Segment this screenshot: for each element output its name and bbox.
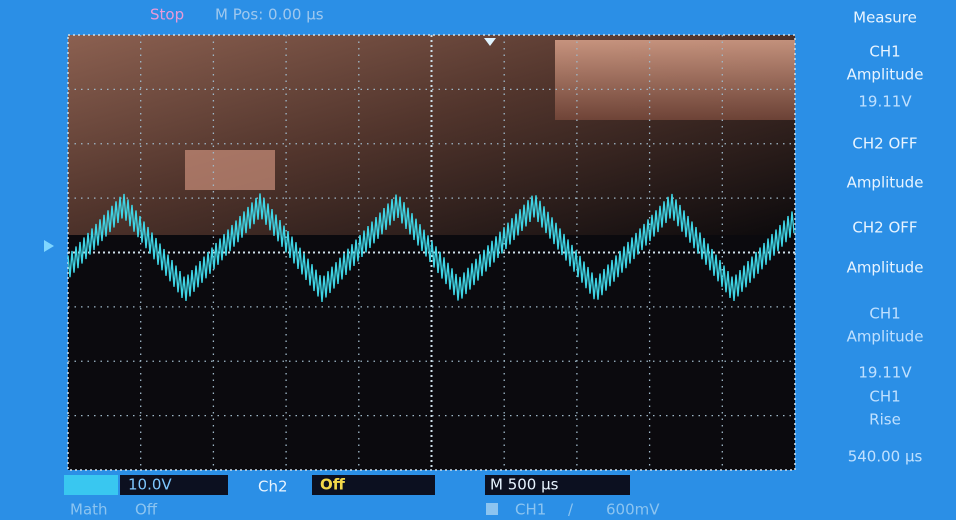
oscilloscope-screen: Stop M Pos: 0.00 µs Measure CH1 Amplitude… bbox=[0, 0, 956, 520]
measure-line: CH2 OFF bbox=[852, 135, 917, 153]
page: {"header": {"status": "Stop", "position"… bbox=[0, 0, 956, 520]
math-label: Math bbox=[70, 501, 108, 519]
trigger-level: 600mV bbox=[606, 501, 660, 519]
measure-line: Amplitude bbox=[847, 174, 924, 192]
measure-line: Amplitude bbox=[847, 259, 924, 277]
reflection bbox=[555, 40, 795, 120]
measure-line: 19.11V bbox=[858, 93, 912, 111]
measure-line: CH1 bbox=[869, 43, 900, 61]
measure-line: CH1 bbox=[869, 388, 900, 406]
ch2-state: Off bbox=[320, 476, 346, 494]
run-status: Stop bbox=[150, 6, 184, 24]
trigger-source: CH1 bbox=[515, 501, 546, 519]
ch1-scale: 10.0V bbox=[128, 476, 172, 494]
measure-line: Amplitude bbox=[847, 328, 924, 346]
measure-line: Amplitude bbox=[847, 66, 924, 84]
measure-line: 19.11V bbox=[858, 364, 912, 382]
measure-title: Measure bbox=[853, 9, 917, 27]
measure-line: Rise bbox=[869, 411, 901, 429]
measure-line: 540.00 µs bbox=[848, 448, 923, 466]
trigger-badge bbox=[486, 503, 498, 515]
ch1-badge bbox=[64, 475, 118, 495]
position: M Pos: 0.00 µs bbox=[215, 6, 324, 24]
reflection bbox=[185, 150, 275, 190]
measure-line: CH2 OFF bbox=[852, 219, 917, 237]
ch2-label: Ch2 bbox=[258, 478, 288, 496]
measure-line: CH1 bbox=[869, 305, 900, 323]
math-state: Off bbox=[135, 501, 158, 519]
timebase: M 500 µs bbox=[490, 476, 559, 494]
